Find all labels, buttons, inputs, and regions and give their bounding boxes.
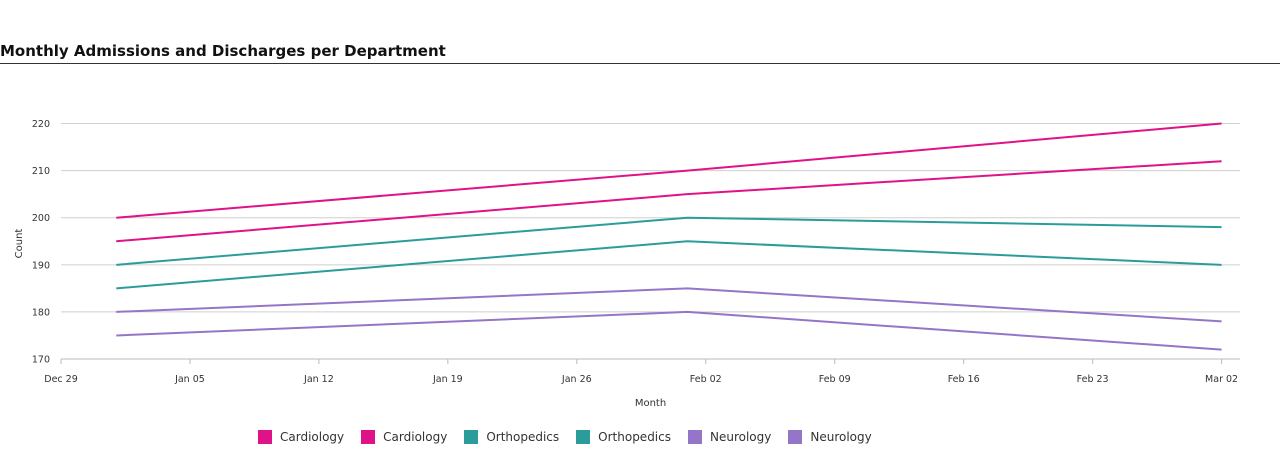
legend-item[interactable]: Neurology [688, 430, 771, 444]
legend-swatch [258, 430, 272, 444]
x-axis-label: Month [635, 398, 666, 409]
legend-swatch [464, 430, 479, 444]
legend-swatch [788, 430, 803, 444]
legend-swatch [361, 430, 376, 444]
legend: Cardiology Cardiology Orthopedics Orthopedi… [258, 430, 872, 444]
legend-label: Cardiology [280, 430, 345, 444]
legend-label: Neurology [810, 430, 872, 444]
series-line [116, 287, 1222, 323]
x-tick-label: Jan 26 [561, 374, 592, 385]
legend-label: Orthopedics [486, 430, 560, 444]
y-tick-label: 170 [32, 355, 50, 366]
title-divider [0, 63, 1280, 64]
legend-item[interactable]: Cardiology [258, 430, 344, 444]
y-tick-label: 200 [32, 213, 50, 224]
series-line [116, 160, 1222, 243]
legend-label: Cardiology [383, 430, 448, 444]
y-tick-label: 220 [32, 119, 50, 130]
grid-lines [61, 123, 1240, 313]
x-tick-label: Jan 05 [174, 374, 205, 385]
chart-title: Monthly Admissions and Discharges per De… [0, 42, 446, 60]
x-tick-label: Feb 16 [948, 374, 980, 385]
legend-swatch [576, 430, 591, 444]
legend-item[interactable]: Orthopedics [576, 430, 671, 444]
y-tick-label: 190 [32, 260, 50, 271]
x-tick-label: Feb 09 [819, 374, 851, 385]
x-tick-label: Mar 02 [1205, 374, 1238, 385]
legend-item[interactable]: Orthopedics [464, 430, 559, 444]
legend-item[interactable]: Neurology [788, 430, 872, 444]
y-tick-label: 180 [32, 307, 50, 318]
x-tick-label: Feb 23 [1077, 374, 1109, 385]
legend-label: Orthopedics [598, 430, 671, 444]
series-line [116, 216, 1222, 266]
x-tick-label: Feb 02 [690, 374, 722, 385]
series-lines [116, 122, 1222, 351]
x-tick-label: Dec 29 [44, 374, 78, 385]
x-tick-label: Jan 19 [432, 374, 463, 385]
legend-swatch [688, 430, 702, 444]
legend-label: Neurology [710, 430, 772, 444]
y-tick-label: 210 [32, 166, 50, 177]
legend-item[interactable]: Cardiology [361, 430, 447, 444]
series-line [116, 240, 1222, 290]
y-axis-label: Count [14, 229, 25, 259]
axes: 170 180 190 200 210 220 Dec 29 Jan 05 Jan 12 Jan … [32, 119, 1240, 385]
x-tick-label: Jan 12 [303, 374, 334, 385]
series-line [116, 122, 1222, 219]
series-line [116, 310, 1222, 351]
line-chart: 170 180 190 200 210 220 Dec 29 Jan 05 Jan 12 Jan … [14, 119, 1240, 409]
